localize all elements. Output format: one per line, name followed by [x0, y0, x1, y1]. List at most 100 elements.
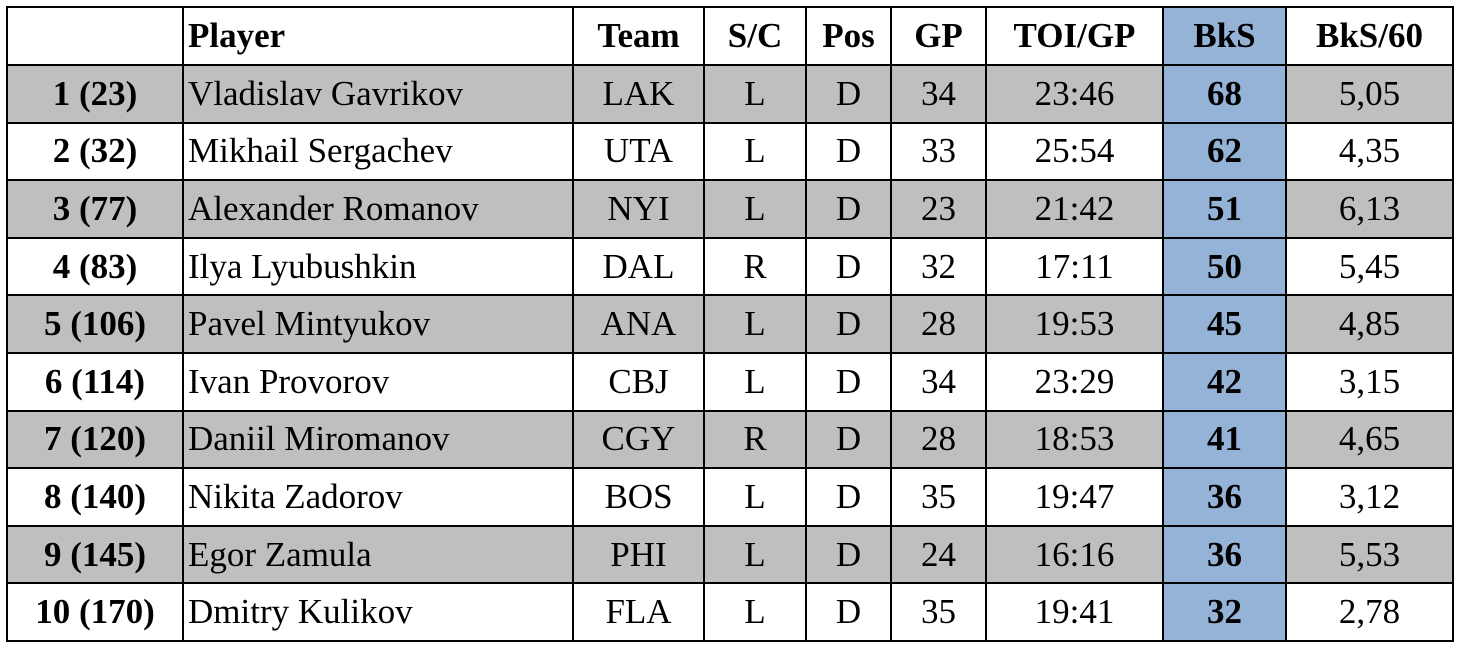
- table-cell: 3,12: [1285, 467, 1454, 527]
- table-cell: 4,65: [1285, 409, 1454, 470]
- table-cell: 24: [890, 524, 987, 585]
- table-cell: D: [805, 236, 892, 297]
- table-cell: 32: [890, 236, 987, 297]
- table-cell: 7 (120): [6, 409, 184, 470]
- table-cell: 50: [1162, 236, 1287, 297]
- table-cell: D: [805, 64, 892, 124]
- table-cell: 34: [890, 351, 987, 412]
- header-row: Player Team S/C Pos GP TOI/GP BkS BkS/60: [6, 6, 1454, 66]
- table-cell: L: [703, 467, 807, 527]
- table-cell: Dmitry Kulikov: [182, 582, 574, 642]
- table-cell: 33: [890, 121, 987, 182]
- table-cell: L: [703, 64, 807, 124]
- table-cell: 68: [1162, 64, 1287, 124]
- table-cell: 41: [1162, 409, 1287, 470]
- table-cell: CGY: [572, 409, 705, 470]
- table-cell: L: [703, 351, 807, 412]
- table-row: 2 (32) Mikhail Sergachev UTA L D 33 25:54 62 4,3…: [6, 121, 1454, 182]
- table-cell: Daniil Miromanov: [182, 409, 574, 470]
- table-cell: 5,53: [1285, 524, 1454, 585]
- table-cell: D: [805, 409, 892, 470]
- table-cell: 6,13: [1285, 179, 1454, 239]
- table-cell: 4 (83): [6, 236, 184, 297]
- table-cell: 19:53: [985, 294, 1164, 354]
- table-cell: BOS: [572, 467, 705, 527]
- table-cell: 25:54: [985, 121, 1164, 182]
- table-cell: 23:29: [985, 351, 1164, 412]
- table-cell: Ilya Lyubushkin: [182, 236, 574, 297]
- table-row: 3 (77) Alexander Romanov NYI L D 23 21:42 51 6,1…: [6, 179, 1454, 239]
- table-cell: 18:53: [985, 409, 1164, 470]
- table-cell: 28: [890, 294, 987, 354]
- table-container: Player Team S/C Pos GP TOI/GP BkS BkS/60 1 (23)…: [6, 6, 1454, 642]
- table-cell: D: [805, 467, 892, 527]
- table-cell: 23: [890, 179, 987, 239]
- table-cell: 19:47: [985, 467, 1164, 527]
- table-cell: D: [805, 294, 892, 354]
- table-cell: 5,45: [1285, 236, 1454, 297]
- table-row: 4 (83) Ilya Lyubushkin DAL R D 32 17:11 50 5,45: [6, 236, 1454, 297]
- table-cell: 23:46: [985, 64, 1164, 124]
- table-cell: L: [703, 524, 807, 585]
- header-cell: Team: [572, 6, 705, 66]
- table-cell: 10 (170): [6, 582, 184, 642]
- table-cell: 34: [890, 64, 987, 124]
- table-cell: 28: [890, 409, 987, 470]
- header-cell: TOI/GP: [985, 6, 1164, 66]
- table-cell: 2 (32): [6, 121, 184, 182]
- table-cell: 21:42: [985, 179, 1164, 239]
- table-cell: 9 (145): [6, 524, 184, 585]
- table-row: 7 (120) Daniil Miromanov CGY R D 28 18:53 41 4,6…: [6, 409, 1454, 470]
- table-row: 9 (145) Egor Zamula PHI L D 24 16:16 36 5,53: [6, 524, 1454, 585]
- table-cell: 4,85: [1285, 294, 1454, 354]
- table-cell: Vladislav Gavrikov: [182, 64, 574, 124]
- table-cell: FLA: [572, 582, 705, 642]
- table-cell: R: [703, 236, 807, 297]
- table-cell: D: [805, 179, 892, 239]
- table-cell: Alexander Romanov: [182, 179, 574, 239]
- table-cell: 16:16: [985, 524, 1164, 585]
- table-cell: 3 (77): [6, 179, 184, 239]
- table-cell: D: [805, 351, 892, 412]
- table-cell: Ivan Provorov: [182, 351, 574, 412]
- table-cell: L: [703, 582, 807, 642]
- header-cell: S/C: [703, 6, 807, 66]
- table-cell: D: [805, 582, 892, 642]
- table-cell: 35: [890, 467, 987, 527]
- header-cell: Player: [182, 6, 574, 66]
- table-cell: 45: [1162, 294, 1287, 354]
- table-cell: PHI: [572, 524, 705, 585]
- header-cell: Pos: [805, 6, 892, 66]
- table-cell: DAL: [572, 236, 705, 297]
- header-cell: BkS/60: [1285, 6, 1454, 66]
- table-cell: 8 (140): [6, 467, 184, 527]
- table-cell: 1 (23): [6, 64, 184, 124]
- table-cell: 19:41: [985, 582, 1164, 642]
- table-cell: Egor Zamula: [182, 524, 574, 585]
- table-row: 10 (170) Dmitry Kulikov FLA L D 35 19:41 32 2,78: [6, 582, 1454, 642]
- table-row: 6 (114) Ivan Provorov CBJ L D 34 23:29 42 3,15: [6, 351, 1454, 412]
- table-cell: Pavel Mintyukov: [182, 294, 574, 354]
- table-cell: R: [703, 409, 807, 470]
- table-cell: 51: [1162, 179, 1287, 239]
- table-cell: 4,35: [1285, 121, 1454, 182]
- table-cell: Mikhail Sergachev: [182, 121, 574, 182]
- table-row: 8 (140) Nikita Zadorov BOS L D 35 19:47 36 3,12: [6, 467, 1454, 527]
- table-row: 1 (23) Vladislav Gavrikov LAK L D 34 23:46 68 5,…: [6, 64, 1454, 124]
- table-cell: 36: [1162, 524, 1287, 585]
- table-cell: D: [805, 524, 892, 585]
- table-cell: UTA: [572, 121, 705, 182]
- header-cell: BkS: [1162, 6, 1287, 66]
- table-cell: 42: [1162, 351, 1287, 412]
- table-cell: 5 (106): [6, 294, 184, 354]
- table-cell: L: [703, 294, 807, 354]
- table-cell: 62: [1162, 121, 1287, 182]
- stats-table: Player Team S/C Pos GP TOI/GP BkS BkS/60 1 (23)…: [6, 6, 1454, 642]
- header-cell: [6, 6, 184, 66]
- table-cell: 17:11: [985, 236, 1164, 297]
- table-cell: D: [805, 121, 892, 182]
- table-cell: Nikita Zadorov: [182, 467, 574, 527]
- table-cell: 6 (114): [6, 351, 184, 412]
- table-cell: 3,15: [1285, 351, 1454, 412]
